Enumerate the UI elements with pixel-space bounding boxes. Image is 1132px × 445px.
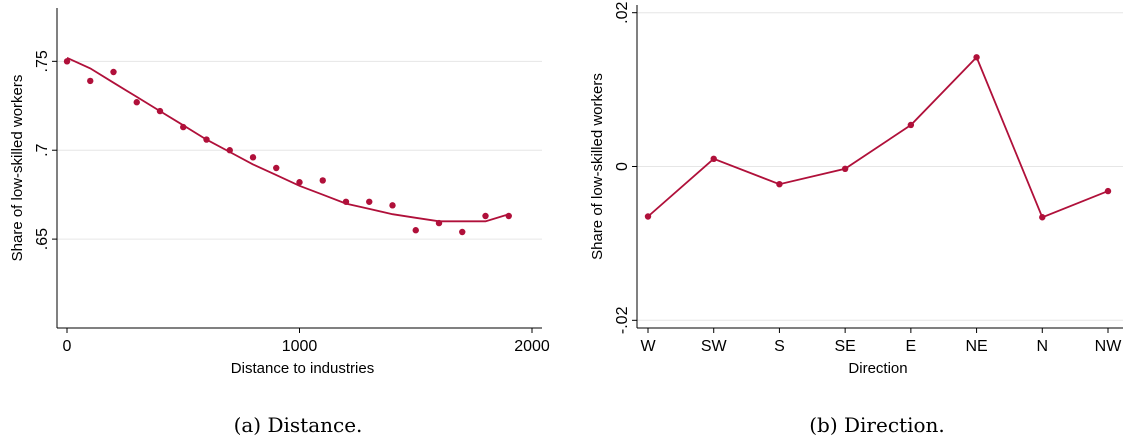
data-point: [907, 121, 915, 129]
ytick-label: .65: [34, 228, 51, 250]
y-axis-title: Share of low-skilled workers: [589, 73, 606, 260]
data-point: [296, 179, 303, 186]
xtick-label: 1000: [282, 338, 318, 355]
data-point: [973, 54, 980, 61]
data-point: [249, 154, 257, 161]
data-point: [644, 213, 652, 220]
data-point: [273, 164, 280, 172]
data-point: [459, 228, 466, 236]
x-axis-title: Direction: [848, 360, 907, 377]
fit-line: [66, 56, 510, 223]
data-point: [63, 58, 71, 65]
data-point: [110, 68, 117, 76]
data-point: [180, 123, 187, 131]
data-point: [412, 227, 419, 234]
data-point: [203, 136, 210, 143]
data-point: [435, 219, 443, 227]
data-point: [482, 212, 489, 220]
xtick-label: E: [906, 338, 917, 355]
ytick-label: -.02: [614, 306, 631, 334]
x-axis-title: Distance to industries: [231, 360, 374, 377]
data-point: [389, 202, 396, 209]
panel-direction: -.02 0 .02 W SW S SE E NE N NW Direction Share of lo…: [589, 1, 1123, 437]
data-point: [1039, 214, 1046, 221]
ytick-label: .02: [614, 1, 631, 23]
data-point: [841, 165, 849, 173]
data-point: [710, 155, 717, 163]
data-point: [87, 77, 94, 85]
data-point: [319, 177, 326, 184]
xtick-label: SE: [834, 338, 855, 355]
xtick-label: SW: [701, 338, 728, 355]
panel-caption: (b) Direction.: [809, 413, 945, 437]
data-point: [505, 212, 512, 220]
xtick-label: 0: [63, 338, 72, 355]
data-point: [156, 107, 164, 115]
panel-caption: (a) Distance.: [234, 413, 363, 437]
data-point: [776, 180, 783, 188]
ytick-label: .75: [34, 50, 51, 72]
series-line: [647, 55, 1109, 219]
xtick-label: W: [640, 338, 656, 355]
y-axis-title: Share of low-skilled workers: [9, 75, 26, 262]
xtick-label: 2000: [514, 338, 550, 355]
xtick-label: N: [1037, 338, 1049, 355]
data-point: [133, 99, 140, 106]
ytick-label: 0: [614, 162, 631, 171]
data-point: [226, 147, 233, 154]
data-point: [1104, 187, 1112, 195]
data-point: [342, 198, 350, 205]
data-point: [366, 198, 373, 205]
xtick-label: NE: [965, 338, 987, 355]
panel-distance: .65 .7 .75 0 1000 2000 Distance to industries S…: [9, 8, 550, 437]
ytick-label: .7: [34, 143, 51, 156]
xtick-label: S: [774, 338, 785, 355]
xtick-label: NW: [1095, 338, 1123, 355]
